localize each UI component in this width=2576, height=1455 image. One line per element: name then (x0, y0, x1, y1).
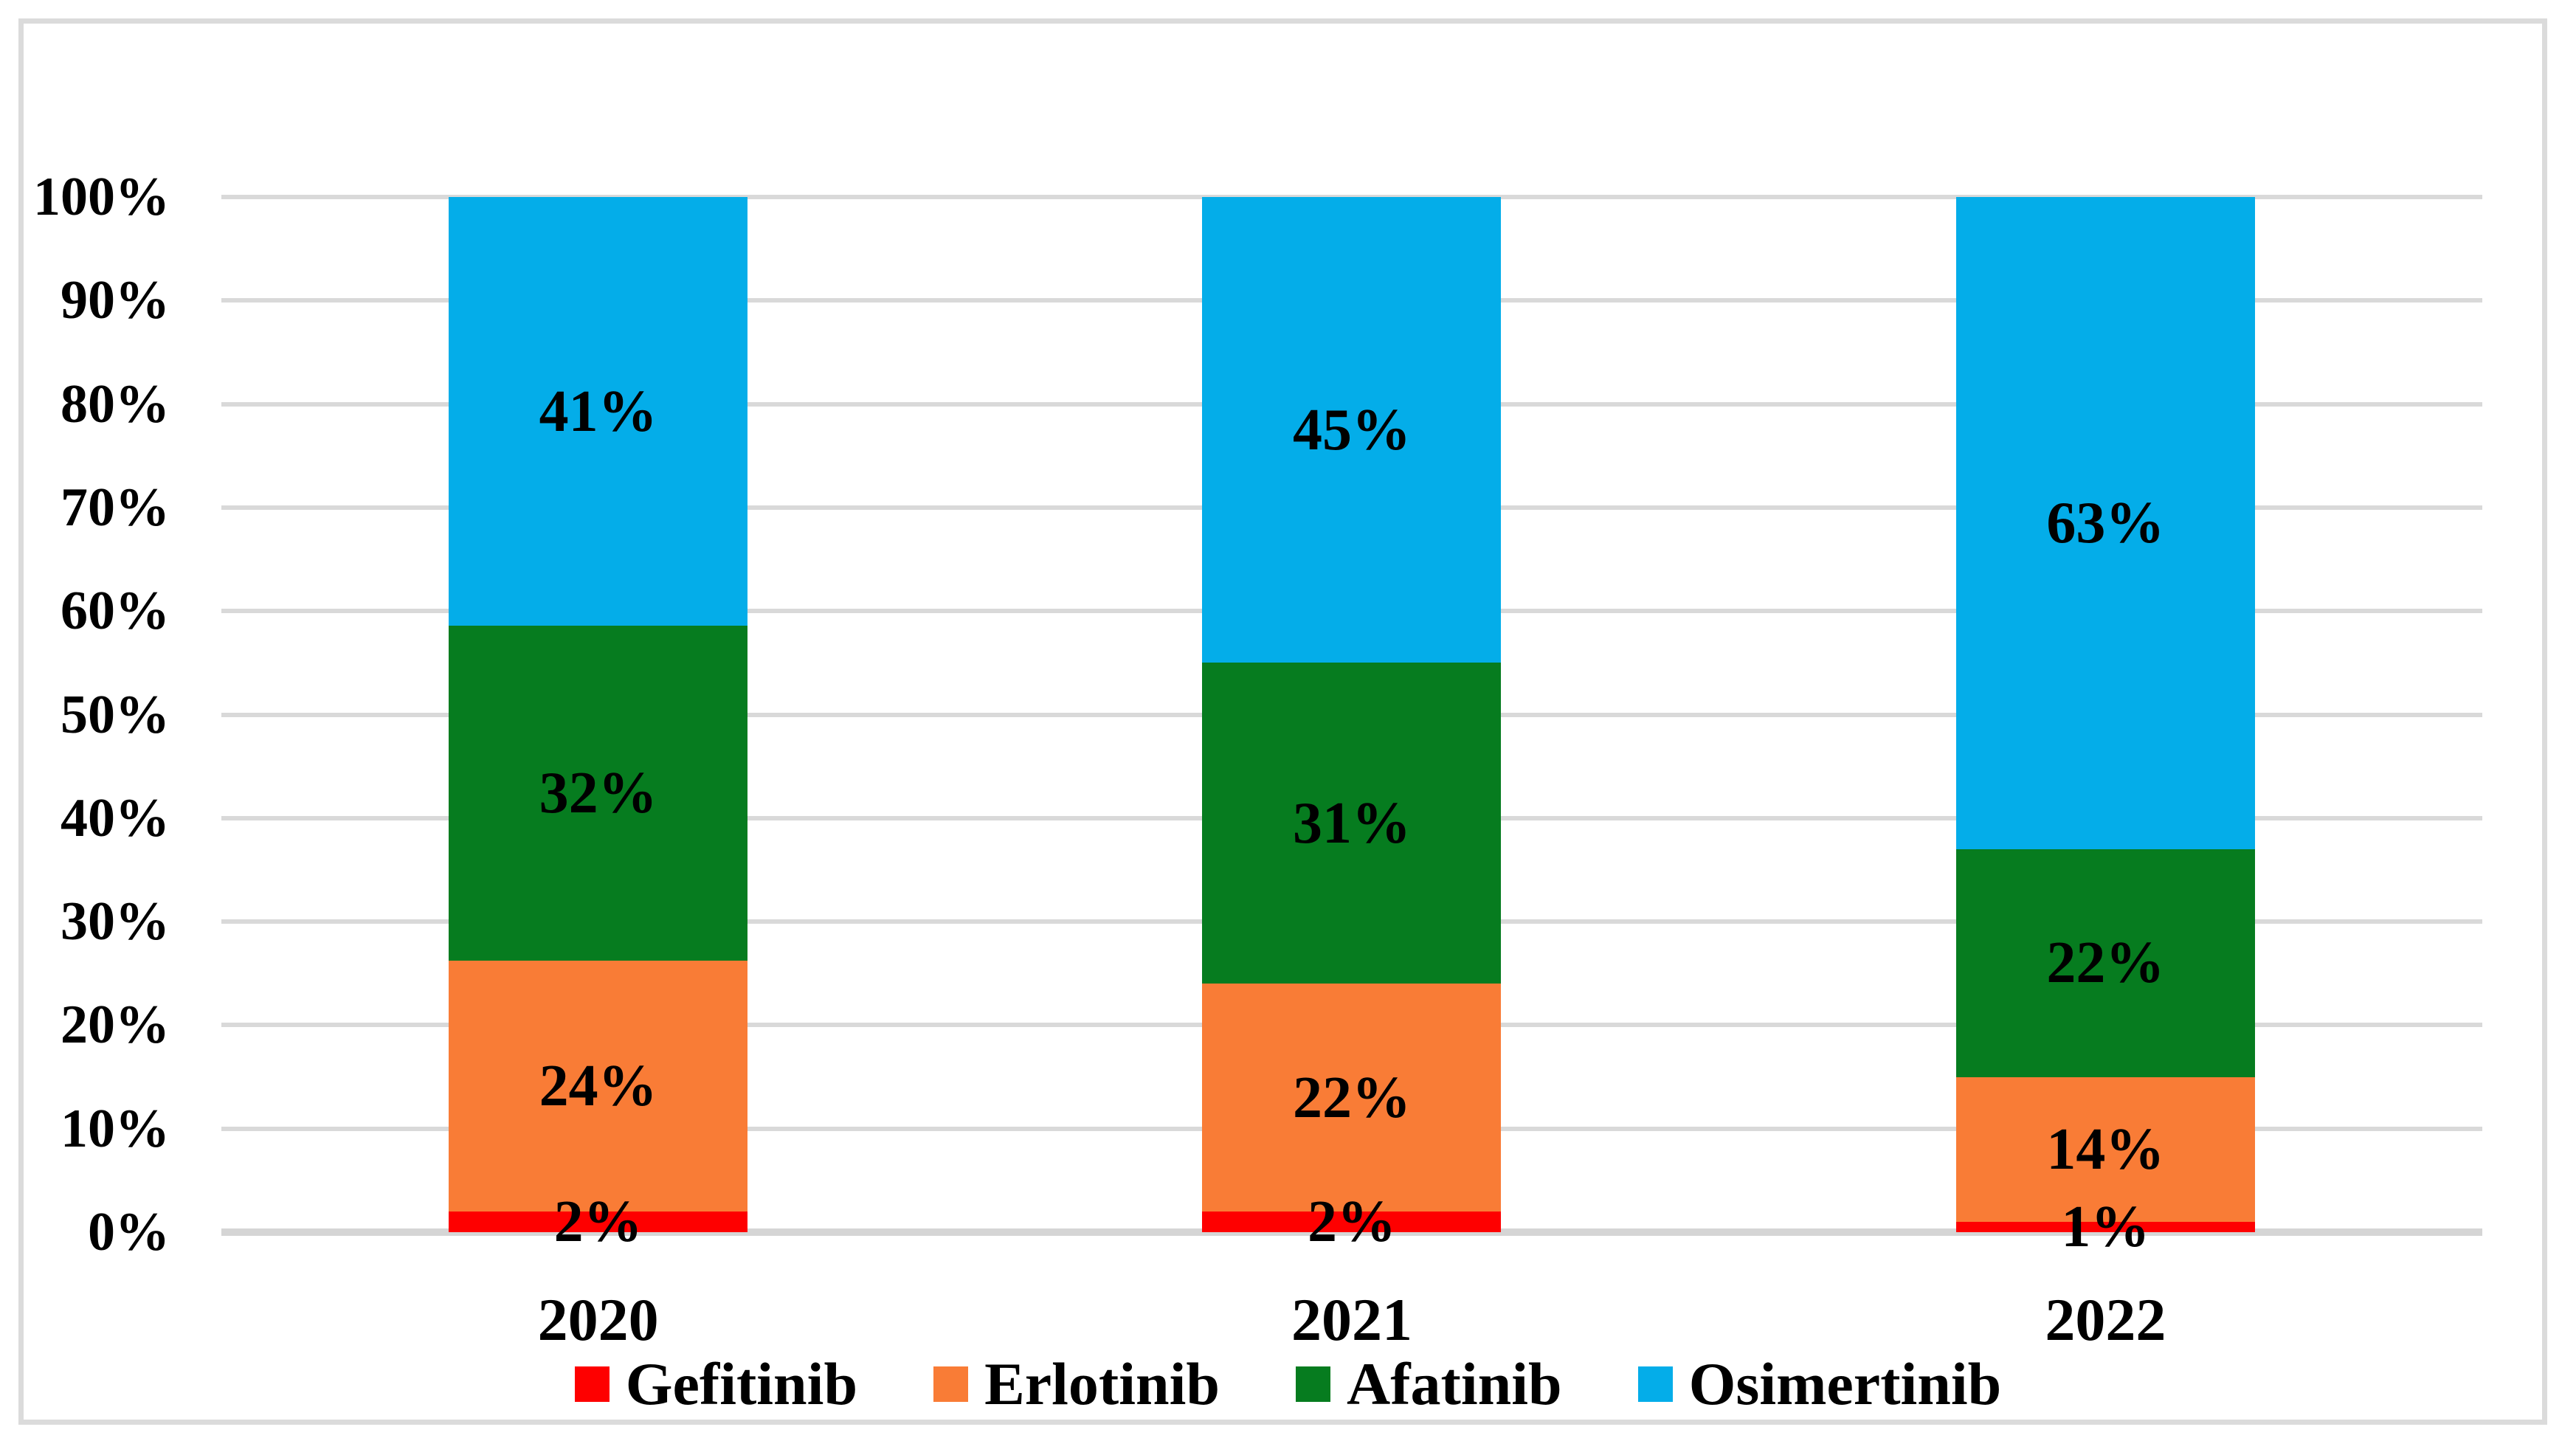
segment-value-label: 31% (1292, 790, 1411, 856)
y-tick-label: 90% (61, 270, 170, 331)
y-tick-label: 60% (61, 581, 170, 642)
plot-area: 2% 24% 32% 41% 2% 22% 31% 45% 1% 14% 22% 63% (221, 195, 2482, 1257)
y-tick-label: 100% (33, 167, 170, 227)
x-axis-line (221, 1228, 2482, 1236)
category-column: 2% 24% 32% 41% (221, 197, 975, 1251)
bar-segment-osimertinib: 63% (1955, 197, 2255, 849)
legend-label: Erlotinib (984, 1350, 1220, 1417)
segment-value-label: 41% (539, 379, 657, 444)
y-tick-label: 20% (61, 995, 170, 1056)
segment-value-label: 45% (1292, 397, 1411, 463)
segment-value-label: 1% (2061, 1194, 2150, 1259)
x-axis-label-2021: 2021 (1291, 1286, 1412, 1353)
stacked-bar: 1% 14% 22% 63% (1955, 197, 2255, 1257)
y-tick-label: 80% (61, 373, 170, 435)
bar-segment-gefitinib: 2% (449, 1192, 748, 1251)
category-column: 1% 14% 22% 63% (1729, 197, 2482, 1257)
legend-item-gefitinib: Gefitinib (574, 1350, 858, 1417)
stacked-bar: 2% 24% 32% 41% (449, 197, 748, 1251)
y-tick-label: 0% (88, 1202, 170, 1262)
bar-segment-gefitinib: 1% (1955, 1197, 2255, 1257)
bar-segment-erlotinib: 22% (1202, 984, 1502, 1212)
segment-value-label: 2% (553, 1189, 643, 1254)
bar-segment-erlotinib: 14% (1955, 1076, 2255, 1222)
y-tick-label: 30% (61, 891, 170, 953)
y-tick-label: 50% (61, 684, 170, 745)
bar-segment-afatinib: 31% (1202, 663, 1502, 984)
legend-label: Gefitinib (625, 1350, 858, 1417)
legend-item-erlotinib: Erlotinib (933, 1354, 1220, 1414)
legend-item-osimertinib: Osimertinib (1637, 1350, 2002, 1417)
legend: Gefitinib Erlotinib Afatinib Osimertinib (0, 1354, 2576, 1414)
gridline (221, 195, 2482, 199)
bar-segment-afatinib: 32% (449, 626, 748, 961)
y-axis-tick-labels: 0% 10% 20% 30% 40% 50% 60% 70% 80% 90% 100% (0, 170, 170, 1259)
y-tick-label: 10% (61, 1098, 170, 1159)
legend-label: Afatinib (1347, 1350, 1562, 1417)
stacked-bar: 2% 22% 31% 45% (1202, 197, 1502, 1251)
category-column: 2% 22% 31% 45% (975, 197, 1728, 1251)
bar-segment-gefitinib: 2% (1202, 1192, 1502, 1251)
segment-value-label: 32% (539, 760, 657, 826)
x-axis-label-2020: 2020 (537, 1286, 659, 1353)
bar-segment-osimertinib: 41% (449, 197, 748, 626)
bar-segment-afatinib: 22% (1955, 849, 2255, 1077)
segment-value-label: 14% (2046, 1116, 2165, 1182)
bar-segment-osimertinib: 45% (1202, 197, 1502, 663)
segment-value-label: 22% (2046, 930, 2165, 996)
legend-swatch-afatinib (1296, 1366, 1331, 1402)
legend-item-afatinib: Afatinib (1296, 1354, 1562, 1414)
legend-swatch-erlotinib (933, 1366, 969, 1402)
legend-swatch-gefitinib (574, 1366, 610, 1402)
x-axis-label-2022: 2022 (2045, 1286, 2166, 1353)
bar-segment-erlotinib: 24% (449, 960, 748, 1212)
legend-label: Osimertinib (1688, 1350, 2002, 1417)
legend-swatch-osimertinib (1637, 1366, 1673, 1402)
y-tick-label: 70% (61, 477, 170, 538)
segment-value-label: 24% (539, 1053, 657, 1119)
segment-value-label: 2% (1307, 1189, 1396, 1254)
segment-value-label: 22% (1292, 1065, 1411, 1130)
segment-value-label: 63% (2046, 490, 2165, 556)
x-axis-labels: 2020 2021 2022 (221, 1290, 2482, 1350)
y-tick-label: 40% (61, 787, 170, 849)
